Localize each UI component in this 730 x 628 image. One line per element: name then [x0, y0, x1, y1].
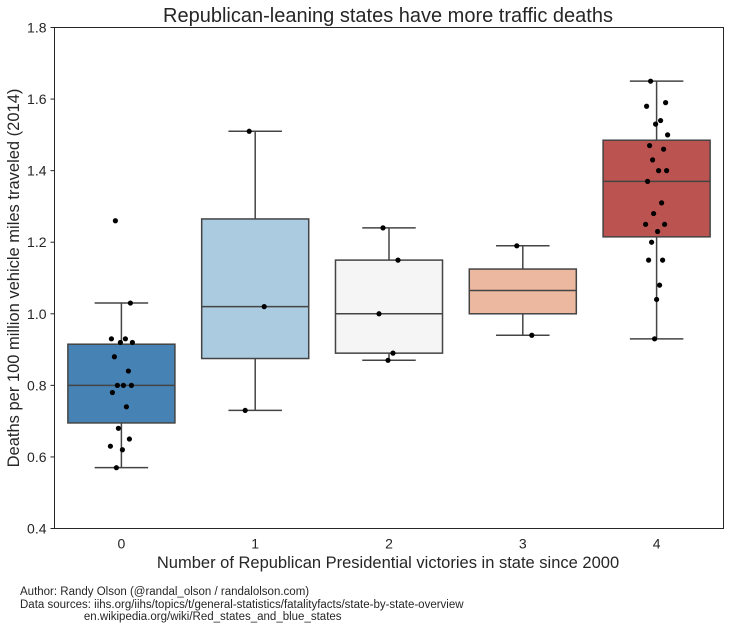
point-4-12: [659, 200, 665, 206]
point-0-3: [122, 336, 128, 342]
point-0-7: [125, 368, 131, 374]
box-iqr: [602, 139, 711, 238]
y-axis: 0.4 0.6 0.8 1.0 1.2 1.4 1.6 1.8: [27, 20, 55, 537]
y-tick-label-7: 1.8: [27, 20, 47, 36]
point-4-15: [643, 221, 649, 227]
box-3: [468, 245, 578, 337]
point-4-6: [647, 142, 653, 149]
point-4-1: [663, 100, 669, 106]
point-0-4: [117, 339, 123, 346]
box-2: [334, 227, 444, 362]
x-tick-label-1: 1: [251, 536, 259, 552]
point-4-9: [656, 168, 662, 174]
point-4-22: [652, 336, 658, 342]
credits: Author: Randy Olson (@randal_olson / ran…: [20, 586, 464, 624]
point-0-14: [126, 436, 132, 442]
box-plots: [67, 80, 711, 469]
y-tick-label-1: 0.6: [27, 449, 47, 465]
x-tick-label-3: 3: [519, 536, 527, 552]
point-4-2: [644, 103, 650, 109]
point-0-9: [120, 382, 126, 388]
x-tick-label-2: 2: [385, 536, 393, 552]
point-4-11: [645, 178, 651, 184]
point-3-1: [529, 332, 535, 338]
point-1-2: [242, 407, 248, 414]
x-tick-label-0: 0: [118, 536, 126, 552]
box-iqr: [200, 218, 310, 360]
point-0-2: [108, 336, 114, 342]
point-2-3: [390, 350, 396, 356]
y-tick-label-3: 1.0: [27, 306, 47, 322]
point-0-11: [109, 389, 115, 396]
x-tick-label-4: 4: [653, 536, 661, 552]
point-0-16: [119, 447, 125, 453]
point-4-14: [662, 221, 668, 227]
point-1-1: [261, 304, 267, 310]
credits-sources: Data sources: iihs.org/iihs/topics/t/gen…: [20, 598, 464, 611]
point-4-5: [665, 132, 671, 138]
y-tick-label-0: 0.4: [27, 521, 47, 537]
credits-sources-cont: en.wikipedia.org/wiki/Red_states_and_blu…: [20, 611, 342, 623]
box-1: [200, 130, 310, 412]
box-0: [67, 302, 176, 469]
box-iqr: [468, 268, 578, 315]
point-4-7: [661, 146, 667, 152]
x-axis-label: Number of Republican Presidential victor…: [157, 554, 619, 572]
point-2-1: [395, 257, 401, 263]
point-4-10: [664, 168, 670, 174]
point-0-6: [111, 354, 117, 360]
point-0-8: [114, 382, 120, 388]
point-4-4: [653, 121, 659, 127]
point-0-1: [127, 300, 133, 306]
point-4-0: [648, 78, 654, 84]
point-0-5: [129, 339, 135, 346]
point-4-17: [649, 239, 655, 245]
point-2-4: [385, 357, 391, 363]
credits-author: Author: Randy Olson (@randal_olson / ran…: [20, 586, 310, 598]
point-4-18: [660, 257, 666, 263]
y-tick-label-6: 1.6: [27, 91, 47, 107]
point-4-13: [651, 210, 657, 217]
y-tick-label-4: 1.2: [27, 234, 47, 250]
y-tick-label-2: 0.8: [27, 377, 47, 393]
point-4-19: [646, 257, 652, 263]
point-1-0: [246, 128, 252, 134]
point-0-0: [112, 218, 118, 224]
point-0-10: [128, 382, 134, 388]
point-2-2: [376, 311, 382, 317]
y-tick-label-5: 1.4: [27, 163, 47, 179]
chart-title: Republican-leaning states have more traf…: [163, 5, 613, 27]
point-4-8: [650, 157, 656, 163]
box-iqr: [67, 343, 176, 424]
point-4-3: [658, 117, 664, 124]
strip-points: [107, 78, 671, 471]
x-axis: 0 1 2 3 4: [118, 536, 661, 552]
point-0-15: [107, 443, 113, 449]
box-iqr: [334, 259, 444, 354]
point-2-0: [380, 225, 386, 231]
point-4-16: [655, 228, 661, 235]
point-0-12: [123, 404, 129, 410]
point-4-21: [654, 296, 660, 303]
box-4: [602, 80, 711, 340]
point-0-17: [113, 465, 119, 471]
y-axis-label: Deaths per 100 million vehicle miles tra…: [5, 89, 23, 468]
point-0-13: [115, 425, 121, 431]
point-3-0: [514, 243, 520, 249]
point-4-20: [657, 282, 663, 288]
